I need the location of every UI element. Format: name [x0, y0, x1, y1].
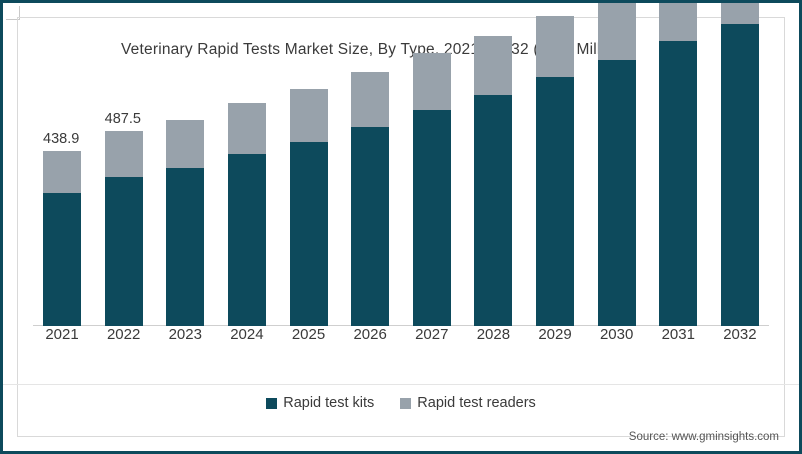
legend-label-kits: Rapid test kits [283, 395, 374, 411]
bar-group-2027[interactable] [409, 98, 455, 326]
year-label-2029: 2029 [532, 326, 578, 356]
bar-group-2030[interactable] [594, 98, 640, 326]
bar-group-2032[interactable] [717, 98, 763, 326]
bar-segment-readers-2021[interactable] [43, 151, 81, 193]
bar-group-2031[interactable] [655, 98, 701, 326]
bar-segment-readers-2026[interactable] [351, 72, 389, 127]
plot-area: 438.9 487.5 [33, 98, 769, 356]
bar-group-2024[interactable] [224, 98, 270, 326]
bar-segment-kits-2030[interactable] [598, 60, 636, 326]
year-label-2022: 2022 [101, 326, 147, 356]
bar-total-label-2022: 487.5 [105, 111, 141, 127]
bar-segment-kits-2029[interactable] [536, 77, 574, 326]
bar-group-2026[interactable] [347, 98, 393, 326]
source-attribution: Source: www.gminsights.com [629, 431, 779, 443]
year-label-2030: 2030 [594, 326, 640, 356]
legend-item-readers[interactable]: Rapid test readers [400, 395, 535, 411]
bar-segment-kits-2031[interactable] [659, 41, 697, 326]
bar-segment-kits-2024[interactable] [228, 154, 266, 326]
year-label-2025: 2025 [286, 326, 332, 356]
bar-segment-kits-2027[interactable] [413, 110, 451, 326]
bar-segment-kits-2025[interactable] [290, 142, 328, 326]
year-label-2027: 2027 [409, 326, 455, 356]
bar-segment-readers-2031[interactable] [659, 0, 697, 41]
legend-swatch-readers [400, 398, 411, 409]
bar-group-2023[interactable] [162, 98, 208, 326]
bar-group-2028[interactable] [470, 98, 516, 326]
year-label-2021: 2021 [39, 326, 85, 356]
bar-segment-readers-2029[interactable] [536, 16, 574, 77]
bar-segment-kits-2026[interactable] [351, 127, 389, 326]
bar-segment-readers-2022[interactable] [105, 131, 143, 177]
bar-segment-readers-2032[interactable] [721, 0, 759, 24]
bar-segment-readers-2027[interactable] [413, 53, 451, 110]
legend-swatch-kits [266, 398, 277, 409]
chart-window: Veterinary Rapid Tests Market Size, By T… [0, 0, 802, 454]
bar-group-2029[interactable] [532, 98, 578, 326]
legend-label-readers: Rapid test readers [417, 395, 535, 411]
bar-group-2025[interactable] [286, 98, 332, 326]
bar-segment-kits-2032[interactable] [721, 24, 759, 326]
bar-segment-readers-2023[interactable] [166, 120, 204, 168]
bar-segment-kits-2021[interactable] [43, 193, 81, 326]
year-axis-labels: 2021 2022 2023 2024 2025 2026 2027 2028 … [33, 326, 769, 356]
bars-row: 438.9 487.5 [33, 98, 769, 326]
bar-segment-readers-2030[interactable] [598, 0, 636, 60]
year-label-2032: 2032 [717, 326, 763, 356]
bar-group-2021[interactable]: 438.9 [39, 98, 85, 326]
year-label-2024: 2024 [224, 326, 270, 356]
bar-group-2022[interactable]: 487.5 [101, 98, 147, 326]
year-label-2028: 2028 [470, 326, 516, 356]
bar-segment-readers-2024[interactable] [228, 103, 266, 154]
chart-legend: Rapid test kits Rapid test readers [3, 384, 799, 411]
bar-segment-kits-2022[interactable] [105, 177, 143, 326]
bar-segment-readers-2025[interactable] [290, 89, 328, 142]
year-label-2026: 2026 [347, 326, 393, 356]
bar-segment-readers-2028[interactable] [474, 36, 512, 95]
year-label-2023: 2023 [162, 326, 208, 356]
bar-total-label-2021: 438.9 [43, 131, 79, 147]
bar-segment-kits-2028[interactable] [474, 95, 512, 326]
legend-item-kits[interactable]: Rapid test kits [266, 395, 374, 411]
bar-segment-kits-2023[interactable] [166, 168, 204, 326]
year-label-2031: 2031 [655, 326, 701, 356]
